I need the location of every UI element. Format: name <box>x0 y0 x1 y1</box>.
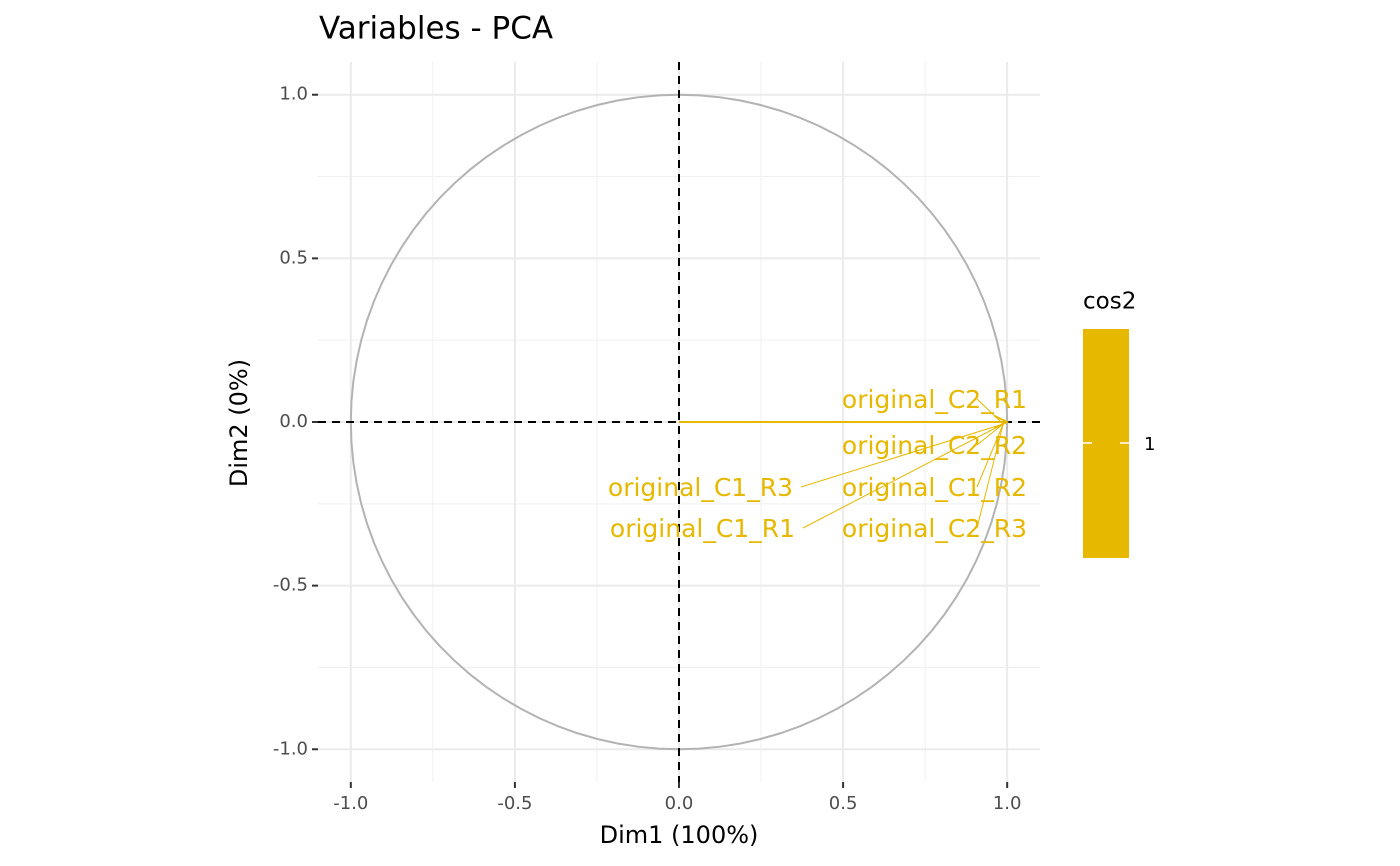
y-axis-title: Dim2 (0%) <box>225 359 253 487</box>
label-segment <box>976 423 1004 488</box>
y-tick-label: 0.5 <box>279 247 308 268</box>
variable-label: original_C2_R1 <box>842 385 1027 414</box>
legend-tick-label: 1 <box>1144 434 1155 455</box>
x-tick-label: 0.5 <box>829 793 858 814</box>
x-axis-title: Dim1 (100%) <box>600 821 759 849</box>
variable-label: original_C1_R3 <box>608 473 793 502</box>
variable-label: original_C1_R2 <box>842 473 1027 502</box>
variable-label: original_C1_R1 <box>610 514 795 543</box>
y-tick-label: 0.0 <box>279 411 308 432</box>
x-tick-label: -1.0 <box>333 793 368 814</box>
label-segment <box>976 423 1004 529</box>
label-segment <box>976 423 1004 446</box>
x-tick-label: 1.0 <box>993 793 1022 814</box>
x-tick-label: 0.0 <box>665 793 694 814</box>
variable-label: original_C2_R3 <box>842 514 1027 543</box>
y-tick-label: -0.5 <box>273 575 308 596</box>
legend-title: cos2 <box>1083 289 1136 315</box>
x-tick-label: -0.5 <box>497 793 532 814</box>
arrow-head <box>994 415 1009 429</box>
y-tick-label: 1.0 <box>279 84 308 105</box>
chart-title: Variables - PCA <box>319 11 553 47</box>
label-segment <box>800 423 1004 488</box>
label-segment <box>976 398 1004 425</box>
y-tick-label: -1.0 <box>273 738 308 759</box>
label-segment <box>802 423 1004 529</box>
